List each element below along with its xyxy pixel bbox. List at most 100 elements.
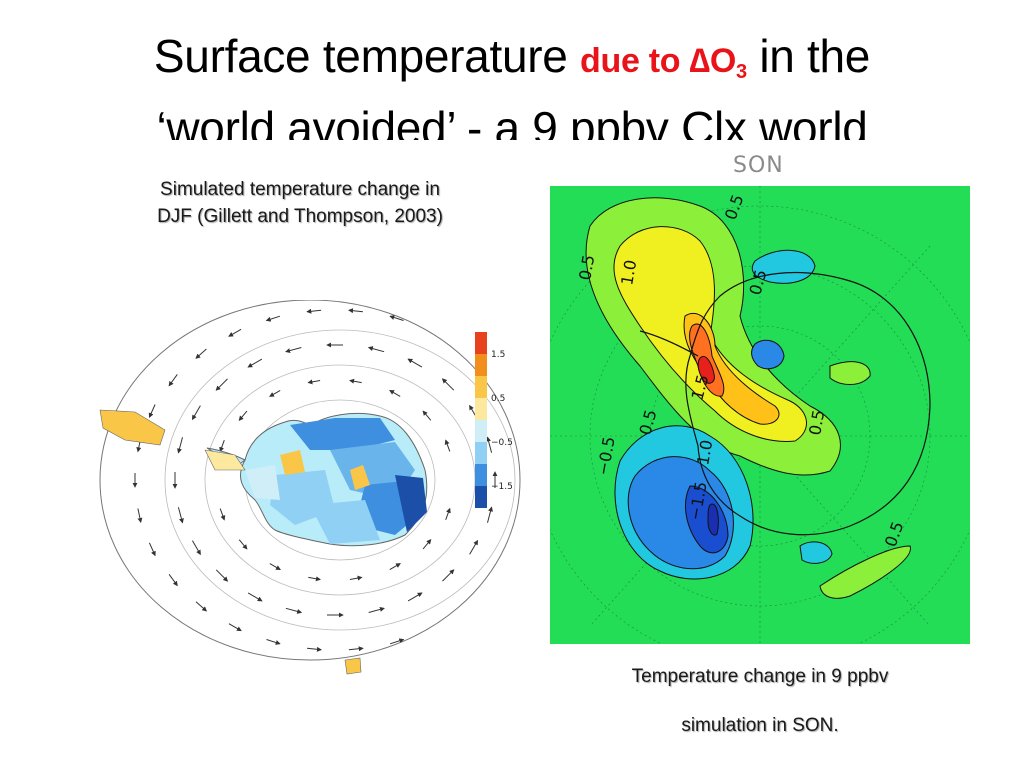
season-label: SON (733, 153, 784, 178)
wind-arrow (195, 601, 208, 612)
wind-arrow (368, 606, 385, 613)
colorbar-swatch (475, 376, 487, 398)
wind-arrow (407, 592, 423, 602)
wind-arrow (219, 508, 226, 521)
wind-arrow (389, 315, 404, 321)
wind-arrow (148, 404, 156, 418)
wind-arrow (407, 358, 423, 368)
wind-arrow (492, 573, 502, 586)
colorbar-tick-label: 0.5 (491, 394, 505, 404)
colorbar-swatch (475, 420, 487, 442)
wind-arrow (389, 563, 401, 571)
wind-arrow (486, 436, 493, 453)
colorbar-tick-label: −0.5 (491, 438, 513, 448)
wind-arrow (349, 575, 363, 581)
warm-streak-southeast (819, 545, 911, 599)
wind-arrow (228, 623, 242, 632)
djf-polar-map: 1.5 0.5 −0.5 −1.5 (99, 300, 530, 675)
colorbar-swatch (475, 486, 487, 508)
wind-arrow (269, 389, 281, 397)
wind-arrow (487, 506, 493, 523)
contour-label: 1.0 (693, 438, 716, 466)
cool-spot-south (799, 541, 833, 564)
wind-arrow (177, 437, 183, 454)
wind-arrow (348, 646, 364, 652)
wind-arrow (247, 592, 263, 602)
wind-arrow (191, 405, 201, 421)
wind-arrow (444, 439, 451, 452)
wind-arrow (349, 378, 362, 384)
wind-arrow (307, 646, 322, 652)
contour-2-5-warm (697, 356, 715, 384)
wind-arrow (389, 389, 401, 397)
wind-arrow (191, 540, 201, 556)
wind-arrow (195, 348, 207, 359)
warming-patches (99, 409, 370, 675)
wind-arrow (389, 638, 405, 645)
wind-arrow (168, 574, 178, 587)
wind-arrow (177, 507, 184, 524)
son-contour-map: 0.5 1.00.51.50.5 0.5−0.5 1.0−1.50.50.5 (550, 186, 970, 644)
peninsula-outline-son (639, 330, 699, 357)
wind-arrow (529, 509, 530, 523)
antarctica-outline-son (685, 272, 931, 536)
wind-arrow (422, 410, 432, 421)
wind-arrow (215, 378, 228, 391)
wind-arrow (137, 508, 143, 524)
contour-label: 0.5 (805, 408, 828, 436)
wind-arrow (492, 373, 502, 386)
title-red-part: due to ∆O3 (580, 42, 747, 83)
title-line2: ‘world avoided’ - a 9 ppbv Clx world (156, 102, 868, 140)
contour-label: 0.5 (575, 253, 598, 281)
colorbar-tick-label: 1.5 (491, 350, 505, 360)
wind-arrow (422, 539, 432, 550)
right-caption-line2: simulation in SON. (681, 715, 839, 736)
wind-arrow (529, 438, 530, 452)
right-caption: Temperature change in 9 ppbv simulation … (540, 652, 980, 750)
wind-arrow (307, 379, 321, 385)
colorbar-swatch (475, 354, 487, 376)
wind-arrow (285, 607, 303, 614)
wind-arrow (238, 539, 248, 550)
wind-arrow (228, 328, 242, 337)
wind-arrow (247, 358, 263, 368)
left-caption: Simulated temperature change in DJF (Gil… (80, 176, 520, 230)
wind-arrow (265, 315, 281, 322)
contour-neg1-5 (684, 485, 729, 554)
wind-arrow (238, 410, 248, 421)
cool-spot-east (751, 339, 785, 370)
warm-patch-east (829, 361, 871, 385)
wind-arrow (442, 569, 455, 582)
wind-arrow (514, 542, 520, 556)
wind-arrow (441, 378, 455, 391)
wind-arrow (168, 374, 178, 387)
wind-arrow (285, 347, 302, 354)
delta-symbol: ∆ (689, 42, 710, 80)
wind-arrow (348, 308, 363, 314)
wind-arrow (266, 639, 281, 645)
right-caption-line1: Temperature change in 9 ppbv (631, 666, 889, 687)
wind-arrow (219, 440, 225, 453)
wind-arrow (462, 348, 475, 359)
contour-label: 1.0 (617, 258, 640, 286)
wind-arrow (215, 569, 229, 582)
colorbar-tick-label: −1.5 (491, 482, 513, 492)
wind-arrow (469, 539, 479, 555)
colorbar-swatch (475, 442, 487, 464)
title-subscript: 3 (736, 61, 747, 83)
wind-arrow (148, 542, 156, 557)
colorbar-swatch (475, 464, 487, 486)
wind-arrow (308, 576, 321, 582)
slide-title: Surface temperature due to ∆O3 in the ‘w… (0, 28, 1024, 140)
cooling-contours (614, 249, 911, 599)
wind-arrow (445, 507, 451, 520)
wind-arrow (514, 403, 520, 418)
title-part1: Surface temperature (153, 30, 581, 82)
wind-arrow (367, 346, 385, 353)
colorbar-swatch (475, 332, 487, 354)
wind-arrow (463, 601, 475, 612)
cooling-patches (245, 418, 427, 544)
left-caption-line1: Simulated temperature change in (160, 179, 440, 200)
title-part2: in the (746, 30, 871, 82)
wind-arrow (269, 563, 281, 571)
